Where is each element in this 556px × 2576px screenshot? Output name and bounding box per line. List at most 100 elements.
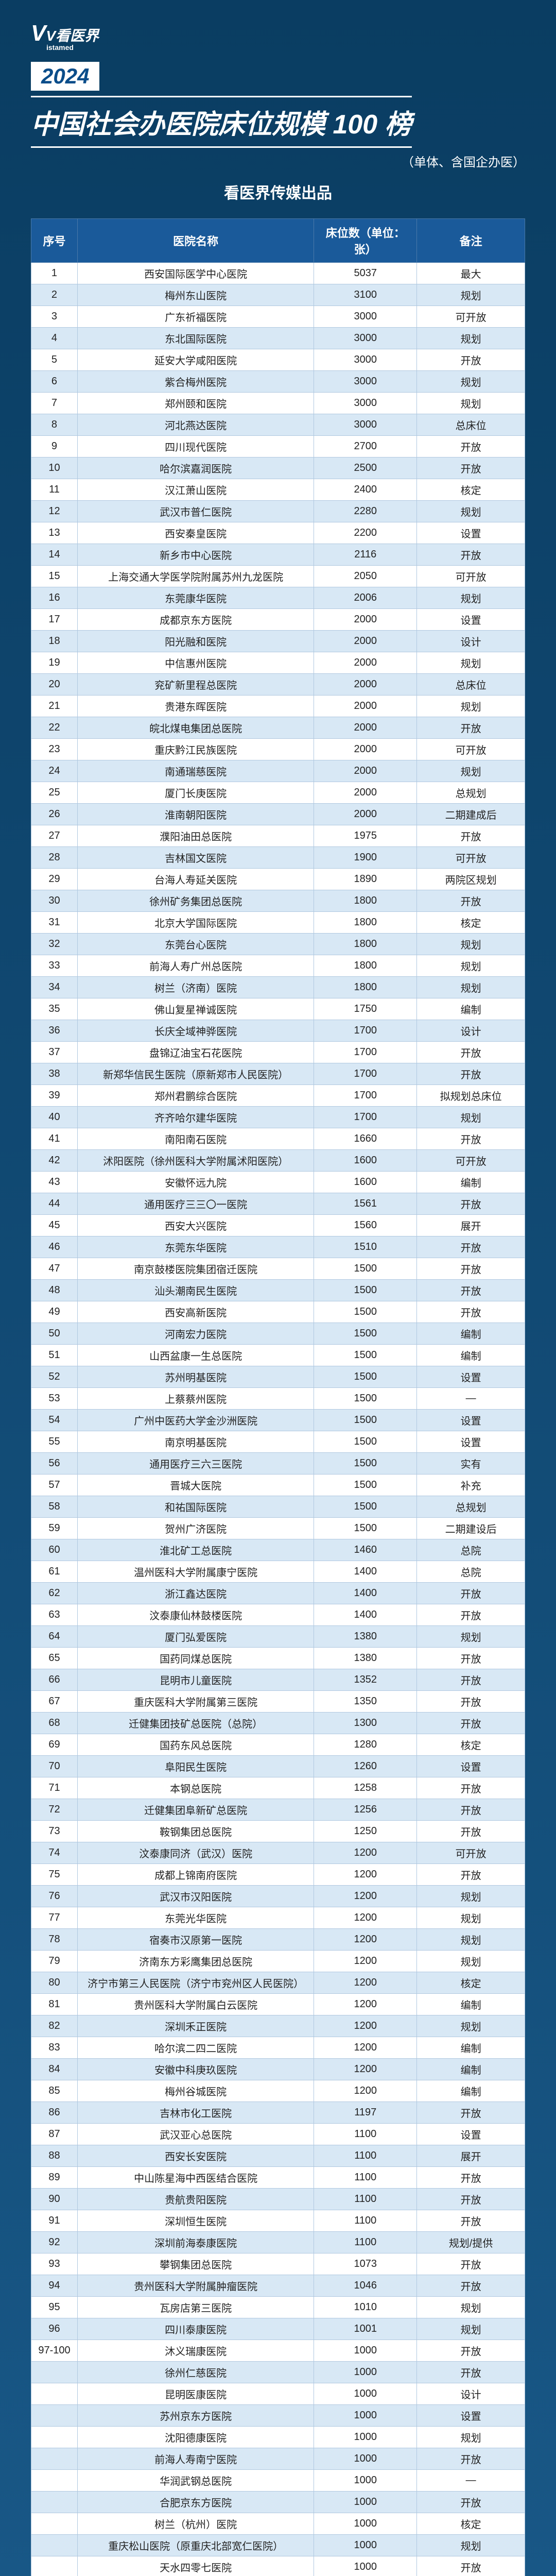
cell-name: 阜阳民生医院 xyxy=(77,1756,314,1777)
table-row: 87武汉亚心总医院1100设置 xyxy=(31,2124,525,2145)
table-row: 40齐齐哈尔建华医院1700规划 xyxy=(31,1107,525,1128)
table-row: 14新乡市中心医院2116开放 xyxy=(31,544,525,566)
cell-beds: 2000 xyxy=(314,717,417,739)
table-row: 74汶泰康同济（武汉）医院1200可开放 xyxy=(31,1842,525,1864)
cell-seq: 55 xyxy=(31,1431,78,1453)
cell-note: 开放 xyxy=(417,2102,525,2124)
cell-seq: 5 xyxy=(31,349,78,371)
cell-beds: 1400 xyxy=(314,1583,417,1604)
cell-note: 核定 xyxy=(417,2513,525,2535)
cell-seq: 6 xyxy=(31,371,78,393)
cell-note: 设置 xyxy=(417,1756,525,1777)
cell-seq: 82 xyxy=(31,2015,78,2037)
cell-seq: 4 xyxy=(31,328,78,349)
page-root: VV看医界 istamed 2024 中国社会办医院床位规模 100 榜 （单体… xyxy=(0,0,556,2576)
cell-beds: 1750 xyxy=(314,998,417,1020)
cell-note: 开放 xyxy=(417,1301,525,1323)
cell-seq: 28 xyxy=(31,847,78,869)
cell-beds: 1500 xyxy=(314,1345,417,1366)
cell-name: 宿奏市汉原第一医院 xyxy=(77,1929,314,1951)
cell-note: 总规划 xyxy=(417,782,525,804)
cell-note: 开放 xyxy=(417,1713,525,1734)
table-row: 42沭阳医院（徐州医科大学附属沭阳医院）1600可开放 xyxy=(31,1150,525,1172)
col-name-header: 医院名称 xyxy=(77,219,314,263)
cell-seq: 58 xyxy=(31,1496,78,1518)
table-row: 19中信惠州医院2000规划 xyxy=(31,652,525,674)
table-row: 58和祐国际医院1500总规划 xyxy=(31,1496,525,1518)
cell-name: 皖北煤电集团总医院 xyxy=(77,717,314,739)
cell-name: 延安大学咸阳医院 xyxy=(77,349,314,371)
cell-note: 总床位 xyxy=(417,414,525,436)
cell-beds: 2050 xyxy=(314,566,417,587)
cell-note: 编制 xyxy=(417,1345,525,1366)
cell-seq: 83 xyxy=(31,2037,78,2059)
cell-note: 开放 xyxy=(417,1193,525,1215)
table-row: 16东莞康华医院2006规划 xyxy=(31,587,525,609)
cell-beds: 1700 xyxy=(314,1020,417,1042)
cell-beds: 1256 xyxy=(314,1799,417,1821)
cell-note: 开放 xyxy=(417,2167,525,2189)
table-row: 18阳光融和医院2000设计 xyxy=(31,631,525,652)
cell-note: 编制 xyxy=(417,998,525,1020)
cell-name: 西安国际医学中心医院 xyxy=(77,263,314,284)
cell-note: 开放 xyxy=(417,1280,525,1301)
cell-note: 开放 xyxy=(417,1777,525,1799)
cell-name: 迁健集团阜新矿总医院 xyxy=(77,1799,314,1821)
cell-name: 上海交通大学医学院附属苏州九龙医院 xyxy=(77,566,314,587)
cell-note: 核定 xyxy=(417,479,525,501)
cell-name: 成都京东方医院 xyxy=(77,609,314,631)
cell-name: 汉江萧山医院 xyxy=(77,479,314,501)
cell-seq xyxy=(31,2427,78,2448)
cell-name: 东莞光华医院 xyxy=(77,1907,314,1929)
cell-note: 设计 xyxy=(417,2383,525,2405)
cell-note: 规划 xyxy=(417,393,525,414)
cell-note: 开放 xyxy=(417,1864,525,1886)
cell-beds: 1200 xyxy=(314,1951,417,1972)
cell-note: — xyxy=(417,1388,525,1410)
cell-beds: 1200 xyxy=(314,2080,417,2102)
cell-seq: 76 xyxy=(31,1886,78,1907)
cell-beds: 1380 xyxy=(314,1648,417,1669)
cell-seq: 68 xyxy=(31,1713,78,1734)
cell-seq: 1 xyxy=(31,263,78,284)
cell-seq: 36 xyxy=(31,1020,78,1042)
cell-seq: 40 xyxy=(31,1107,78,1128)
cell-note: 规划 xyxy=(417,328,525,349)
cell-beds: 1100 xyxy=(314,2232,417,2253)
cell-seq: 2 xyxy=(31,284,78,306)
cell-note: 开放 xyxy=(417,1583,525,1604)
table-row: 54广州中医药大学金沙洲医院1500设置 xyxy=(31,1410,525,1431)
cell-name: 武汉市汉阳医院 xyxy=(77,1886,314,1907)
cell-name: 郑州君鹏综合医院 xyxy=(77,1085,314,1107)
cell-note: 规划 xyxy=(417,1929,525,1951)
cell-beds: 1200 xyxy=(314,1972,417,1994)
cell-name: 合肥京东方医院 xyxy=(77,2492,314,2513)
cell-seq: 7 xyxy=(31,393,78,414)
cell-beds: 1350 xyxy=(314,1691,417,1713)
table-row: 徐州仁慈医院1000开放 xyxy=(31,2362,525,2383)
cell-beds: 1200 xyxy=(314,2037,417,2059)
table-row: 55南京明基医院1500设置 xyxy=(31,1431,525,1453)
cell-name: 国药东风总医院 xyxy=(77,1734,314,1756)
cell-note: 展开 xyxy=(417,1215,525,1236)
cell-beds: 2700 xyxy=(314,436,417,457)
cell-name: 贺州广济医院 xyxy=(77,1518,314,1539)
table-row: 树兰（杭州）医院1000核定 xyxy=(31,2513,525,2535)
cell-seq: 25 xyxy=(31,782,78,804)
cell-seq: 74 xyxy=(31,1842,78,1864)
cell-seq: 26 xyxy=(31,804,78,825)
cell-name: 东莞康华医院 xyxy=(77,587,314,609)
cell-beds: 1000 xyxy=(314,2448,417,2470)
cell-beds: 1200 xyxy=(314,1929,417,1951)
cell-beds: 5037 xyxy=(314,263,417,284)
cell-beds: 3000 xyxy=(314,306,417,328)
table-body: 1西安国际医学中心医院5037最大2梅州东山医院3100规划3广东祈福医院300… xyxy=(31,263,525,2576)
year-badge: 2024 xyxy=(31,62,99,91)
cell-note: 开放 xyxy=(417,1258,525,1280)
table-row: 36长庆全域神骅医院1700设计 xyxy=(31,1020,525,1042)
cell-beds: 1010 xyxy=(314,2297,417,2318)
cell-seq xyxy=(31,2470,78,2492)
cell-name: 深圳恒生医院 xyxy=(77,2210,314,2232)
cell-note: 开放 xyxy=(417,2448,525,2470)
table-row: 17成都京东方医院2000设置 xyxy=(31,609,525,631)
